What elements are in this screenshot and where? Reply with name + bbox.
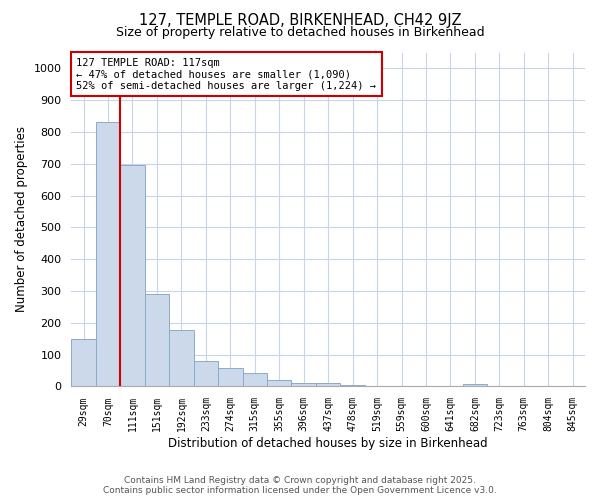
Y-axis label: Number of detached properties: Number of detached properties	[15, 126, 28, 312]
Text: Size of property relative to detached houses in Birkenhead: Size of property relative to detached ho…	[116, 26, 484, 39]
Bar	[292, 382, 316, 386]
Text: 127, TEMPLE ROAD, BIRKENHEAD, CH42 9JZ: 127, TEMPLE ROAD, BIRKENHEAD, CH42 9JZ	[139, 12, 461, 28]
Bar	[71, 339, 96, 386]
Bar	[194, 361, 218, 386]
Bar	[120, 166, 145, 386]
Bar	[316, 384, 340, 386]
Text: 127 TEMPLE ROAD: 117sqm
← 47% of detached houses are smaller (1,090)
52% of semi: 127 TEMPLE ROAD: 117sqm ← 47% of detache…	[76, 58, 376, 90]
Bar	[218, 368, 242, 386]
Bar	[96, 122, 120, 386]
Bar	[145, 294, 169, 386]
Text: Contains HM Land Registry data © Crown copyright and database right 2025.
Contai: Contains HM Land Registry data © Crown c…	[103, 476, 497, 495]
Bar	[340, 385, 365, 386]
Bar	[463, 384, 487, 386]
X-axis label: Distribution of detached houses by size in Birkenhead: Distribution of detached houses by size …	[169, 437, 488, 450]
Bar	[242, 373, 267, 386]
Bar	[267, 380, 292, 386]
Bar	[169, 330, 194, 386]
